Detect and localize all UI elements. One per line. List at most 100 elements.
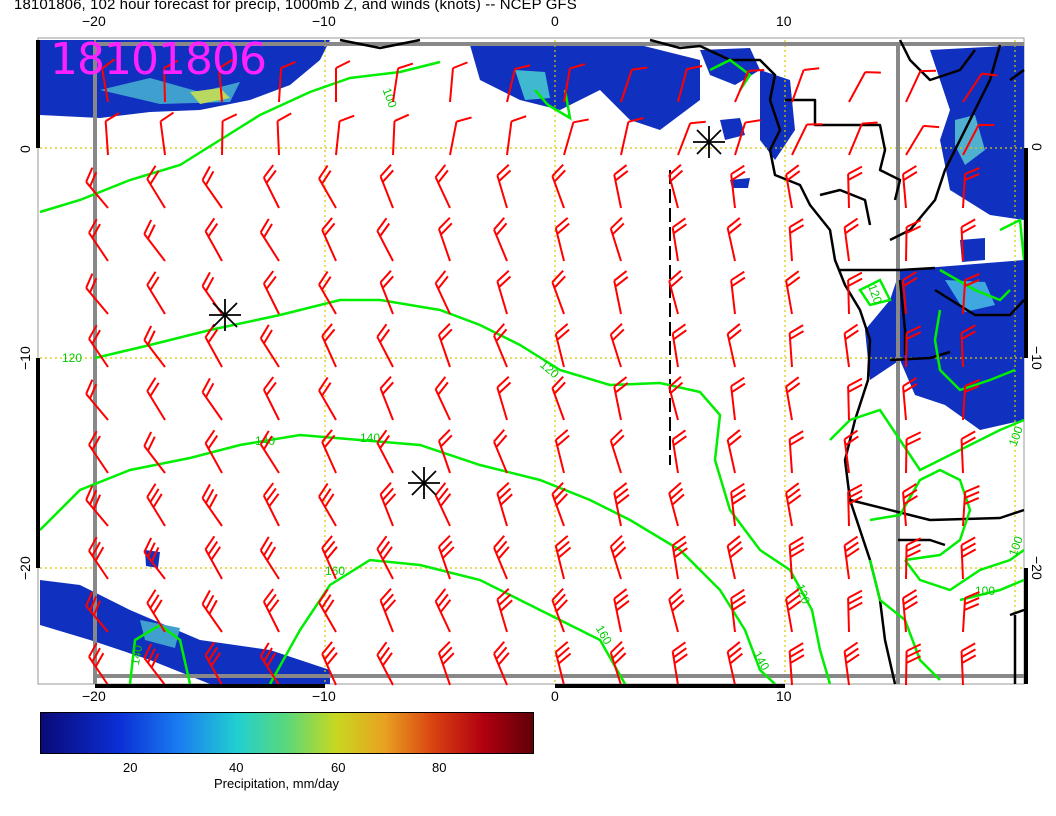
wind-barb <box>321 535 338 580</box>
wind-barb <box>493 323 508 368</box>
wind-barb <box>902 165 918 209</box>
wind-barb <box>449 116 472 156</box>
lon-tick: 10 <box>776 13 792 29</box>
wind-barb <box>848 121 878 156</box>
wind-barb <box>218 59 233 103</box>
wind-barb <box>726 429 742 474</box>
wind-barb <box>730 482 747 527</box>
wind-barb <box>201 377 223 421</box>
wind-barb <box>143 643 166 686</box>
wind-barb <box>321 323 337 368</box>
lon-tick: −10 <box>312 688 336 704</box>
wind-barb <box>668 588 685 633</box>
wind-barb <box>788 324 805 368</box>
wind-barb <box>671 429 687 474</box>
axis-edges <box>36 40 1028 688</box>
wind-barb <box>376 429 394 474</box>
wind-barb <box>847 483 863 527</box>
wind-barb <box>668 482 685 527</box>
wind-barb <box>609 428 625 474</box>
wind-barb <box>434 482 452 527</box>
wind-barb <box>785 376 801 421</box>
lon-tick: −10 <box>312 13 336 29</box>
wind-barb <box>85 379 109 421</box>
wind-barb <box>677 120 706 156</box>
wind-barb <box>609 534 627 580</box>
wind-barb <box>259 536 280 580</box>
wind-barb <box>962 379 980 421</box>
wind-barb <box>376 323 394 368</box>
wind-barb <box>726 323 742 368</box>
wind-barb <box>278 61 296 103</box>
lon-labels-bottom: −20 −10 0 10 <box>82 688 792 704</box>
colorbar-tick: 60 <box>331 760 346 775</box>
wind-barb <box>848 71 881 103</box>
contour-label: 120 <box>537 357 562 381</box>
wind-barb <box>496 269 512 315</box>
contour-label: 160 <box>593 623 615 648</box>
map-title: 18101806, 102 hour forecast for precip, … <box>14 0 577 13</box>
contour-label: 140 <box>360 431 380 445</box>
wind-barb <box>392 113 410 156</box>
contour-label: 100 <box>1006 534 1026 558</box>
wind-barb <box>379 164 394 209</box>
precip-colorbar <box>40 712 534 754</box>
wind-barb <box>318 270 337 315</box>
wind-barb <box>392 62 414 103</box>
lon-tick: −20 <box>82 688 106 704</box>
wind-barb <box>843 641 860 686</box>
wind-barb <box>962 167 980 209</box>
wind-barb <box>668 270 684 315</box>
wind-barb <box>962 591 980 633</box>
wind-barb <box>88 218 109 262</box>
wind-barb <box>902 589 918 633</box>
wind-barb <box>379 588 397 633</box>
lon-labels-top: −20 −10 0 10 <box>82 13 792 29</box>
wind-barb <box>276 112 292 156</box>
wind-barb <box>449 61 468 103</box>
wind-barb <box>88 324 109 368</box>
wind-barb <box>609 322 625 368</box>
wind-barb <box>847 271 863 315</box>
wind-barb <box>847 589 863 633</box>
wind-barb <box>671 641 688 686</box>
wind-barb <box>563 118 589 156</box>
wind-barb <box>960 218 976 262</box>
wind-barb <box>843 535 860 580</box>
wind-barb <box>613 482 630 527</box>
wind-barb <box>551 587 568 633</box>
wind-barb <box>493 641 510 686</box>
lat-tick: 0 <box>17 145 33 153</box>
wind-barb <box>506 64 531 103</box>
wind-barb <box>146 483 166 527</box>
wind-barb <box>335 60 351 102</box>
wind-barb <box>88 642 109 686</box>
wind-barb <box>496 163 512 209</box>
wind-barb <box>262 270 280 315</box>
wind-barb <box>434 164 451 209</box>
wind-barb <box>788 642 805 686</box>
wind-barb <box>201 589 223 633</box>
wind-barb <box>730 164 746 209</box>
wind-barb <box>734 119 761 156</box>
wind-barb <box>88 536 109 580</box>
wind-barb <box>726 217 742 262</box>
wind-barb <box>496 375 512 421</box>
lat-tick: −10 <box>17 346 33 370</box>
wind-barb <box>726 535 744 580</box>
wind-barb <box>613 376 629 421</box>
wind-barb <box>730 376 746 421</box>
wind-barb <box>905 69 937 103</box>
wind-barb <box>85 591 109 633</box>
wind-barb <box>379 482 397 527</box>
wind-barb <box>847 165 863 209</box>
wind-barb <box>143 537 166 580</box>
wind-barb <box>379 376 394 421</box>
wind-barb <box>437 640 455 686</box>
wind-barb <box>734 68 765 103</box>
contour-label: 120 <box>793 582 813 606</box>
wind-barb <box>620 117 644 156</box>
wind-barb <box>376 217 394 262</box>
wind-barb <box>496 587 513 633</box>
